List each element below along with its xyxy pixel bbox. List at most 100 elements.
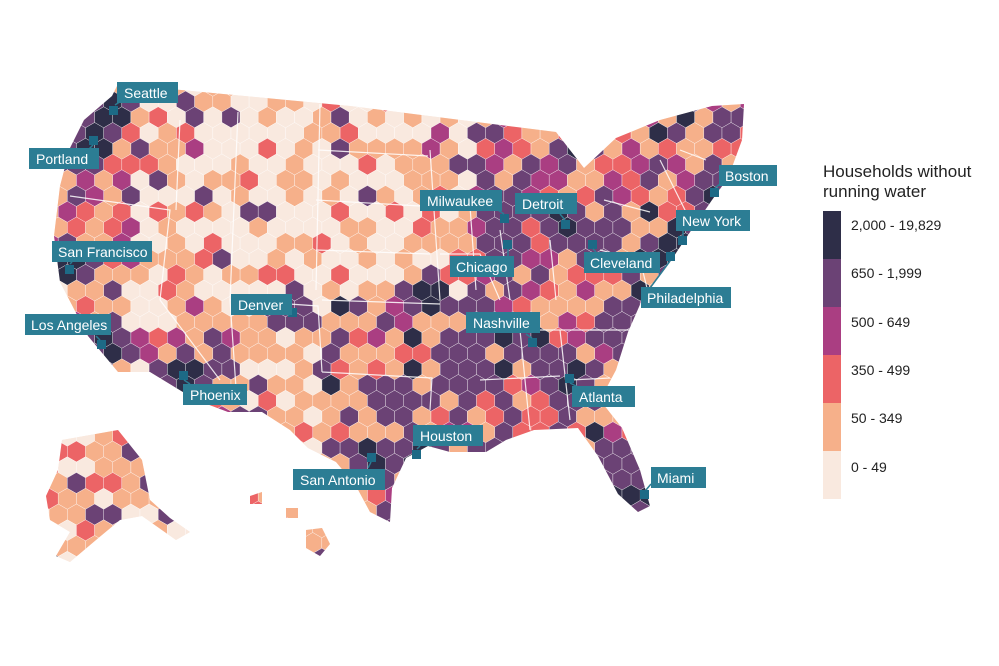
city-denver[interactable]: Denver (231, 294, 297, 317)
hex-cell (250, 548, 259, 556)
hex-cell (749, 264, 767, 285)
city-label-text: Phoenix (190, 387, 241, 403)
hex-cell (667, 500, 686, 522)
city-label-box (25, 314, 111, 335)
hex-cell (367, 516, 386, 522)
hex-cell (485, 468, 504, 491)
city-marker (666, 252, 675, 261)
city-marker (640, 490, 649, 499)
hex-cell (421, 516, 441, 522)
hex-cell (476, 453, 495, 475)
city-label-text: Detroit (522, 196, 563, 212)
city-san-antonio[interactable]: San Antonio (293, 453, 385, 490)
hex-cell (31, 406, 49, 427)
city-cleveland[interactable]: Cleveland (584, 240, 660, 273)
city-new-york[interactable]: New York (676, 210, 750, 245)
hex-cell (512, 84, 532, 97)
city-miami[interactable]: Miami (640, 467, 706, 499)
alaska-hexbin-layer (46, 430, 190, 562)
city-phoenix[interactable]: Phoenix (179, 371, 247, 405)
hex-cell (577, 60, 595, 81)
hex-cell (176, 500, 195, 522)
hex-cell (176, 468, 195, 491)
hex-cell (749, 422, 767, 443)
city-seattle[interactable]: Seattle (109, 82, 178, 115)
hex-cell (585, 484, 604, 507)
city-nashville[interactable]: Nashville (466, 312, 540, 347)
city-milwaukee[interactable]: Milwaukee (420, 190, 509, 223)
city-label-text: Miami (657, 470, 694, 486)
hex-cell (412, 468, 432, 491)
city-houston[interactable]: Houston (412, 425, 483, 459)
legend-swatch-0 (823, 211, 841, 259)
city-marker (179, 371, 188, 380)
hex-cell (258, 421, 277, 444)
hex-cell (567, 106, 586, 129)
hex-cell (46, 456, 59, 479)
hex-cell (549, 516, 568, 522)
hex-cell (640, 390, 659, 412)
legend-title-line-1: Households without (823, 162, 972, 181)
hex-cell (721, 405, 741, 428)
city-marker (710, 188, 719, 197)
hex-cell (185, 551, 190, 562)
hex-cell (185, 421, 204, 444)
hex-cell (258, 453, 277, 475)
hex-cell (158, 440, 177, 463)
hex-cell (730, 358, 744, 381)
hex-cell (721, 311, 741, 333)
hex-cell (231, 533, 249, 554)
hex-cell (230, 500, 250, 522)
hex-cell (585, 516, 604, 522)
hex-cell (54, 84, 59, 97)
hex-cell (530, 516, 550, 522)
city-marker (288, 308, 297, 317)
city-label-text: Seattle (124, 85, 168, 101)
city-detroit[interactable]: Detroit (515, 193, 577, 229)
city-los-angeles[interactable]: Los Angeles (25, 314, 111, 349)
city-atlanta[interactable]: Atlanta (565, 374, 635, 407)
hex-cell (294, 84, 313, 97)
city-label-box (52, 241, 152, 262)
hex-cell (558, 468, 577, 491)
hex-cell (158, 405, 177, 428)
city-label-box (515, 193, 577, 214)
hex-cell (494, 84, 513, 97)
hex-cell (585, 106, 604, 129)
hex-cell (221, 453, 241, 475)
hex-cell (749, 327, 767, 348)
city-san-francisco[interactable]: San Francisco (52, 241, 152, 274)
hex-cell (58, 106, 77, 129)
hex-cell (539, 468, 559, 491)
hex-cell (730, 453, 744, 475)
hex-cell (248, 468, 268, 491)
hex-cell (221, 421, 241, 444)
hex-cell (712, 390, 732, 412)
hex-cell (367, 84, 386, 97)
hex-cell (494, 453, 513, 475)
city-chicago[interactable]: Chicago (450, 240, 514, 277)
city-boston[interactable]: Boston (710, 165, 777, 197)
hex-cell (54, 390, 59, 412)
city-portland[interactable]: Portland (29, 136, 99, 169)
city-label-box (584, 252, 660, 273)
hex-cell (694, 327, 714, 349)
hex-cell (740, 374, 744, 396)
hex-cell (449, 60, 467, 81)
hex-cell (176, 535, 190, 557)
hex-cell (467, 90, 486, 113)
hex-cell (430, 90, 450, 113)
city-philadelphia[interactable]: Philadelphia (641, 252, 731, 308)
hex-cell (103, 535, 122, 557)
hex-cell (104, 60, 122, 81)
hex-cell (49, 60, 67, 81)
hex-cell (248, 437, 268, 459)
hex-cell (176, 437, 195, 459)
hex-cell (94, 551, 113, 562)
hex-cell (721, 500, 741, 522)
hex-cell (430, 500, 450, 522)
city-marker (367, 453, 376, 462)
city-marker (500, 214, 509, 223)
hex-cell (185, 430, 190, 447)
legend-swatch-2 (823, 307, 841, 355)
